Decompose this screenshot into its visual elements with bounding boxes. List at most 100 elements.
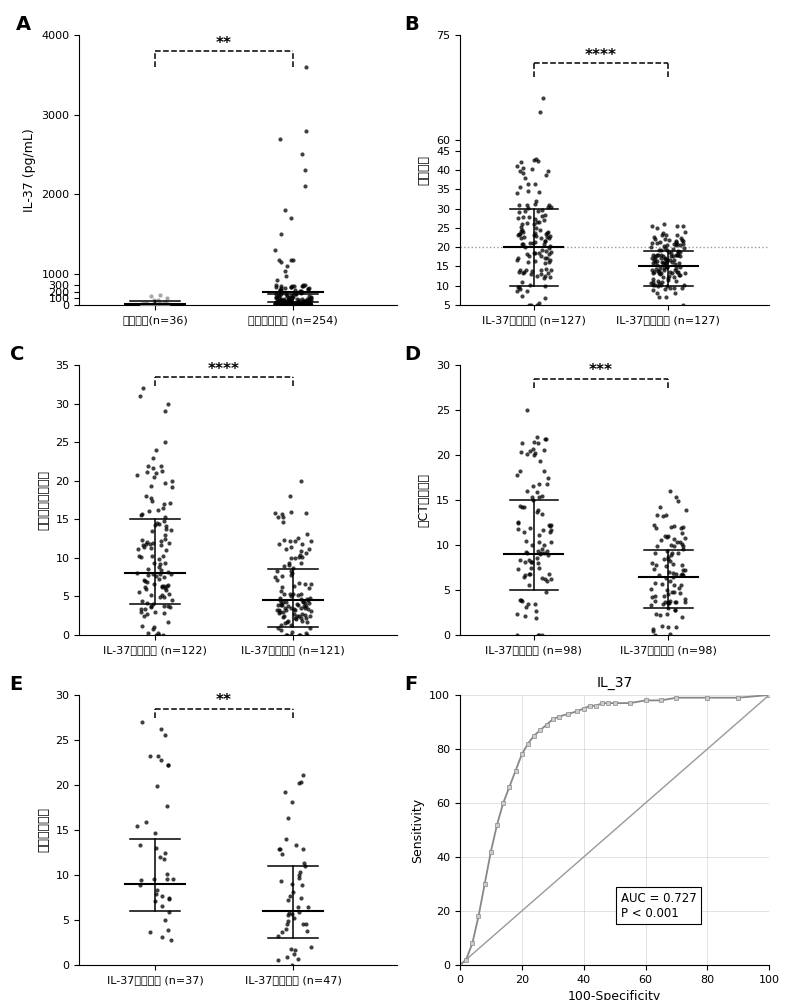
Point <box>303 295 316 311</box>
Point <box>272 952 285 968</box>
Point <box>159 297 172 313</box>
Point <box>131 818 144 834</box>
Point <box>664 252 676 268</box>
Point <box>514 463 527 479</box>
Point <box>533 184 546 200</box>
Point <box>136 593 148 609</box>
Point <box>276 579 289 595</box>
Point <box>515 222 528 238</box>
Point <box>527 216 540 232</box>
Point <box>136 297 149 313</box>
Point <box>532 295 545 311</box>
Point <box>677 218 690 234</box>
Text: F: F <box>404 675 418 694</box>
Point <box>671 264 684 280</box>
Point <box>274 841 286 857</box>
Point <box>658 255 671 271</box>
Point <box>273 602 285 618</box>
Point <box>149 893 162 909</box>
Point <box>663 268 676 284</box>
Point <box>649 254 661 270</box>
Point <box>276 293 289 309</box>
Point <box>151 748 164 764</box>
Point <box>665 537 677 553</box>
Point <box>662 270 675 286</box>
Point <box>522 183 534 199</box>
Point <box>299 296 312 312</box>
Point <box>302 294 315 310</box>
Point <box>523 577 535 593</box>
Point <box>680 502 692 518</box>
Point <box>518 264 531 280</box>
Point <box>166 592 178 608</box>
Point <box>653 260 666 276</box>
Point <box>285 539 297 555</box>
Point <box>274 296 287 312</box>
Point <box>648 517 661 533</box>
Point <box>285 563 297 579</box>
Point <box>649 248 661 264</box>
Point <box>269 296 282 312</box>
Point <box>159 475 171 491</box>
Point <box>269 314 282 330</box>
Point <box>528 445 541 461</box>
Point <box>161 866 174 882</box>
Point <box>273 605 285 621</box>
Point <box>286 307 299 323</box>
Point <box>273 292 285 308</box>
Point <box>164 495 177 511</box>
Point <box>285 588 297 604</box>
Point <box>144 748 156 764</box>
Point <box>293 296 305 312</box>
Point <box>667 565 680 581</box>
Point <box>285 297 297 313</box>
Point <box>278 297 290 313</box>
Point <box>301 293 313 309</box>
Point <box>274 293 286 309</box>
Point <box>663 595 676 611</box>
Point <box>525 266 538 282</box>
Point <box>156 888 169 904</box>
Point <box>140 296 152 312</box>
Point <box>147 621 159 637</box>
Point <box>140 606 153 622</box>
Point <box>276 509 289 525</box>
Point <box>273 284 285 300</box>
Point <box>650 235 663 251</box>
Point <box>301 591 313 607</box>
Point <box>162 296 174 312</box>
Point <box>647 623 660 639</box>
Point <box>521 483 534 499</box>
Point <box>541 163 554 179</box>
Point <box>664 280 676 296</box>
Point <box>521 283 534 299</box>
Point <box>647 561 660 577</box>
Point <box>297 295 309 311</box>
Point <box>279 594 292 610</box>
Point <box>293 296 305 312</box>
Point <box>531 555 544 571</box>
Point <box>292 904 305 920</box>
Point <box>531 214 544 230</box>
Point <box>276 297 289 313</box>
Point <box>287 296 300 312</box>
Point <box>284 288 297 304</box>
Point <box>530 220 542 236</box>
Point <box>289 942 301 958</box>
Point <box>534 104 547 120</box>
Point <box>674 534 687 550</box>
Point <box>269 242 282 258</box>
Point <box>284 296 297 312</box>
Point <box>293 608 305 624</box>
Point <box>659 528 672 544</box>
Point <box>300 293 312 309</box>
Point <box>153 296 166 312</box>
Point <box>675 520 688 536</box>
Point <box>155 297 168 313</box>
Point <box>153 551 166 567</box>
Point <box>153 627 166 643</box>
Point <box>276 924 289 940</box>
Point <box>144 540 157 556</box>
Point <box>159 912 171 928</box>
Point <box>270 563 283 579</box>
